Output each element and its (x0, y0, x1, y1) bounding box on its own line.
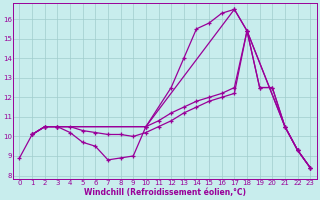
X-axis label: Windchill (Refroidissement éolien,°C): Windchill (Refroidissement éolien,°C) (84, 188, 246, 197)
